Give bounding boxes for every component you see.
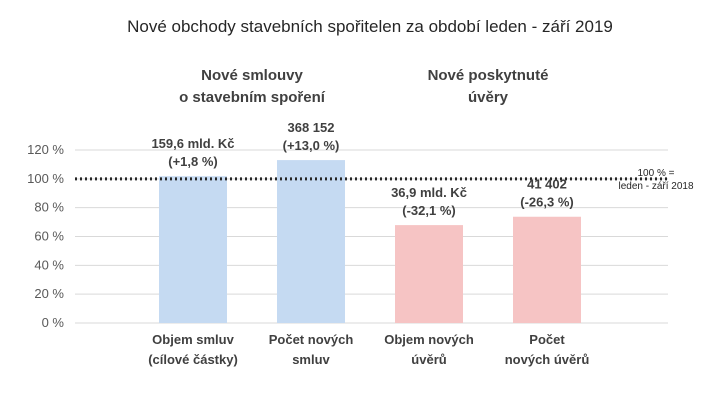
bar — [159, 176, 227, 323]
y-tick-label: 40 % — [34, 257, 64, 272]
group-label: o stavebním spoření — [179, 89, 326, 106]
bar — [395, 225, 463, 323]
bar — [277, 160, 345, 323]
x-tick-label: Počet nových — [269, 332, 354, 347]
y-axis: 0 % 20 % 40 % 60 % 80 % 100 % 120 % — [27, 142, 64, 330]
group-label: Nové poskytnuté — [428, 67, 549, 84]
y-tick-label: 0 % — [42, 315, 65, 330]
data-label: (+1,8 %) — [168, 154, 218, 169]
group-label: Nové smlouvy — [201, 67, 303, 84]
data-label: 159,6 mld. Kč — [151, 136, 234, 151]
data-label: 36,9 mld. Kč — [391, 185, 467, 200]
data-label: 41 402 — [527, 177, 567, 192]
chart-title: Nové obchody stavebních spořitelen za ob… — [127, 17, 613, 36]
reference-line-label: 100 % = — [638, 168, 675, 179]
reference-line: 100 % = leden - září 2018 — [75, 168, 694, 192]
x-tick-label: Počet — [529, 332, 565, 347]
x-tick-label: (cílové částky) — [148, 352, 238, 367]
y-tick-label: 80 % — [34, 200, 64, 215]
data-labels: 159,6 mld. Kč (+1,8 %) 368 152 (+13,0 %) 36,… — [151, 120, 573, 218]
data-label: (-26,3 %) — [520, 195, 573, 210]
group-label: úvěry — [468, 89, 509, 106]
category-labels: Objem smluv (cílové částky) Počet nových sm… — [148, 332, 589, 367]
y-tick-label: 20 % — [34, 286, 64, 301]
x-tick-label: Objem nových — [384, 332, 474, 347]
y-tick-label: 100 % — [27, 171, 64, 186]
x-tick-label: nových úvěrů — [505, 352, 590, 367]
x-tick-label: úvěrů — [411, 352, 446, 367]
data-label: 368 152 — [288, 120, 335, 135]
data-label: (+13,0 %) — [283, 138, 340, 153]
x-tick-label: smluv — [292, 352, 330, 367]
bar — [513, 216, 581, 323]
bars — [159, 160, 581, 323]
reference-line-label: leden - září 2018 — [618, 181, 693, 192]
group-labels: Nové smlouvy o stavebním spoření Nové posk… — [179, 67, 548, 106]
y-tick-label: 60 % — [34, 229, 64, 244]
y-tick-label: 120 % — [27, 142, 64, 157]
x-tick-label: Objem smluv — [152, 332, 234, 347]
data-label: (-32,1 %) — [402, 203, 455, 218]
